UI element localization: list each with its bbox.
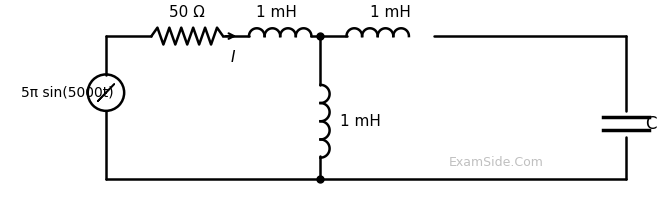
- Text: 1 mH: 1 mH: [370, 5, 411, 20]
- Text: I: I: [231, 50, 235, 65]
- Text: ExamSide.Com: ExamSide.Com: [449, 156, 544, 169]
- Text: 5π sin(5000t): 5π sin(5000t): [21, 86, 114, 100]
- Text: 50 Ω: 50 Ω: [169, 5, 205, 20]
- Text: C: C: [646, 115, 657, 133]
- Text: 1 mH: 1 mH: [256, 5, 297, 20]
- Text: 1 mH: 1 mH: [340, 114, 381, 129]
